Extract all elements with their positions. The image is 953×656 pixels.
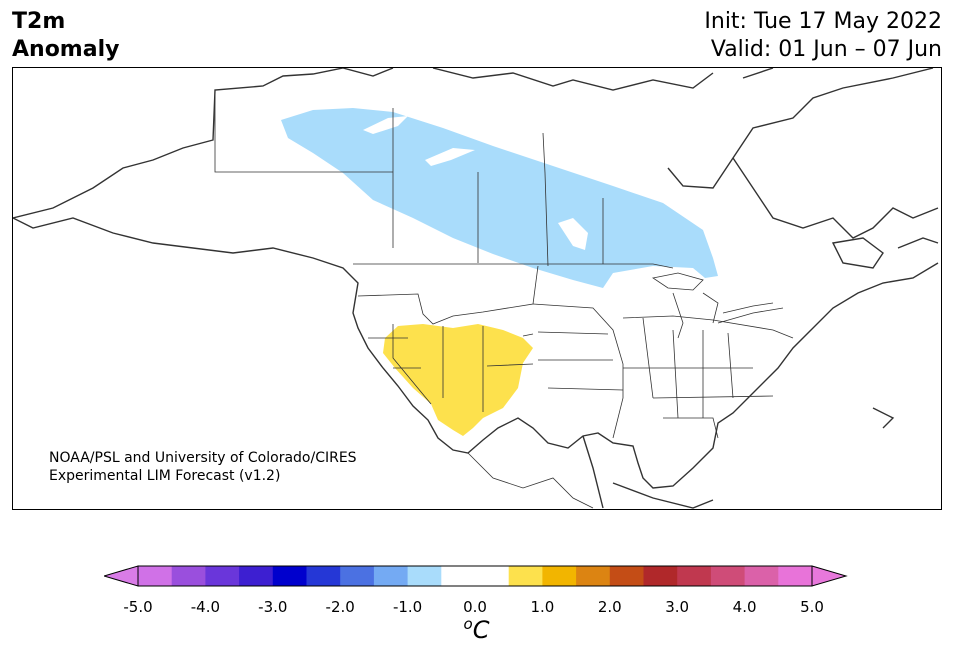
colorbar-bin — [138, 566, 173, 586]
colorbar-tick-label: -4.0 — [190, 598, 221, 616]
map-title: T2m Anomaly — [12, 8, 119, 64]
forecast-dates: Init: Tue 17 May 2022 Valid: 01 Jun – 07… — [704, 8, 942, 64]
colorbar-tick-label: 0.0 — [463, 598, 487, 616]
colorbar-tick-label: -2.0 — [325, 598, 355, 616]
anomaly-map — [12, 67, 942, 510]
colorbar-tick-label: -3.0 — [258, 598, 288, 616]
colorbar-over-extension — [811, 565, 848, 587]
colorbar-under-extension — [104, 565, 139, 587]
colorbar-tick-label: 1.0 — [530, 598, 555, 616]
unit-degree: o — [463, 615, 473, 633]
colorbar-bin — [677, 566, 712, 586]
colorbar-bin — [576, 566, 611, 586]
colorbar — [104, 565, 848, 587]
valid-date: Valid: 01 Jun – 07 Jun — [710, 37, 942, 62]
colorbar-tick-label: -5.0 — [123, 598, 153, 616]
credit-line-2: Experimental LIM Forecast (v1.2) — [49, 468, 281, 484]
colorbar-bins — [138, 566, 813, 586]
colorbar-bin — [778, 566, 813, 586]
title-line-1: T2m — [12, 9, 66, 34]
colorbar-tick-label: -1.0 — [392, 598, 423, 616]
colorbar-bin — [609, 566, 644, 586]
colorbar-tick-label: 3.0 — [665, 598, 690, 616]
colorbar-tick-label: 4.0 — [732, 598, 757, 616]
credit-line-1: NOAA/PSL and University of Colorado/CIRE… — [49, 450, 357, 466]
coastlines — [13, 68, 939, 509]
colorbar-bin — [239, 566, 274, 586]
colorbar-bin — [542, 566, 577, 586]
title-line-2: Anomaly — [12, 37, 120, 62]
colorbar-frame — [137, 565, 813, 587]
colorbar-tick-label: 2.0 — [597, 598, 622, 616]
colorbar-bin — [643, 566, 678, 586]
map-credit: NOAA/PSL and University of Colorado/CIRE… — [49, 449, 357, 485]
colorbar-unit: oC — [0, 615, 953, 644]
colorbar-bin — [508, 566, 543, 586]
warm-anomaly-region — [383, 324, 533, 436]
map-canvas — [13, 68, 939, 509]
political-borders — [214, 90, 794, 509]
colorbar-bin — [340, 566, 375, 586]
great-lakes — [651, 272, 784, 339]
colorbar-bin — [306, 566, 341, 586]
colorbar-bin — [475, 566, 510, 586]
colorbar-tick-label: 5.0 — [800, 598, 824, 616]
colorbar-bin — [171, 566, 206, 586]
colorbar-bin — [710, 566, 746, 586]
colorbar-bin — [407, 566, 442, 586]
init-date: Init: Tue 17 May 2022 — [704, 9, 942, 34]
colorbar-bin — [441, 566, 476, 586]
cold-anomaly-region — [281, 108, 718, 288]
colorbar-bin — [373, 566, 409, 586]
colorbar-bin — [744, 566, 779, 586]
unit-letter: C — [472, 616, 490, 644]
colorbar-bin — [272, 566, 307, 586]
colorbar-bin — [205, 566, 240, 586]
